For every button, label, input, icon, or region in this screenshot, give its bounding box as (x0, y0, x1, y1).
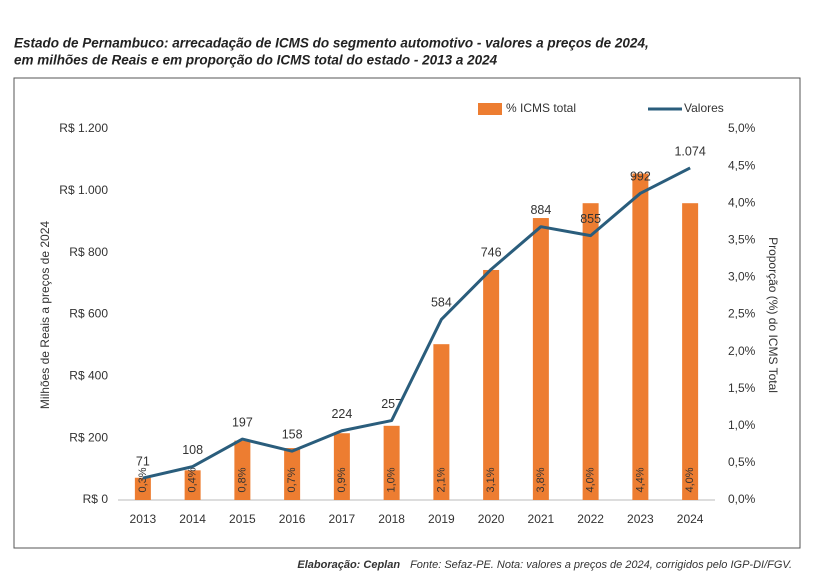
bar-value-label: 2,1% (435, 467, 447, 492)
line-value-label: 108 (182, 443, 203, 457)
line-value-label: 158 (282, 427, 303, 441)
y-axis-title: Milhões de Reais a preços de 2024 (38, 221, 52, 409)
y-tick-label: R$ 600 (69, 307, 108, 321)
bar (582, 203, 599, 500)
line-value-label: 992 (630, 170, 651, 184)
bar (284, 448, 301, 500)
x-tick-label: 2017 (329, 512, 356, 526)
y2-tick-label: 4,0% (728, 195, 756, 209)
line-value-label: 855 (580, 212, 601, 226)
line-value-label: 1.074 (674, 144, 705, 158)
line-value-label: 884 (530, 203, 551, 217)
legend-swatch (478, 103, 502, 115)
y2-axis-title: Proporção (%) do ICMS Total (766, 237, 780, 393)
x-tick-label: 2016 (279, 512, 306, 526)
x-tick-label: 2020 (478, 512, 505, 526)
y2-tick-label: 0,0% (728, 492, 756, 506)
bar-value-label: 4,0% (585, 467, 597, 492)
chart-frame (13, 77, 801, 549)
line (142, 166, 691, 480)
x-tick-label: 2018 (378, 512, 405, 526)
source: Fonte: Sefaz-PE. Nota: valores a preços … (410, 559, 792, 571)
y2-tick-label: 3,0% (728, 270, 756, 284)
bar-value-label: 4,0% (684, 467, 696, 492)
y2-tick-label: 4,5% (728, 158, 756, 172)
line-value-label: 746 (481, 246, 502, 260)
bar (433, 344, 450, 500)
chart-subtitle: em milhões de Reais e em proporção do IC… (14, 53, 498, 68)
bar (333, 433, 350, 500)
x-tick-label: 2021 (528, 512, 555, 526)
bar (632, 173, 649, 500)
bar (134, 477, 151, 500)
y-tick-label: R$ 400 (69, 369, 108, 383)
credit: Elaboração: Ceplan (297, 559, 400, 571)
y-tick-label: R$ 800 (69, 245, 108, 259)
x-tick-label: 2015 (229, 512, 256, 526)
y2-tick-label: 0,5% (728, 455, 756, 469)
bar (184, 470, 201, 500)
bar (682, 203, 699, 500)
y-tick-label: R$ 1.000 (59, 183, 108, 197)
bar (483, 269, 500, 500)
x-tick-label: 2022 (577, 512, 604, 526)
bar-value-label: 0,4% (187, 467, 199, 492)
bar-value-label: 0,7% (286, 467, 298, 492)
chart-title: Estado de Pernambuco: arrecadação de ICM… (14, 36, 649, 51)
y-tick-label: R$ 0 (83, 492, 109, 506)
bar (383, 425, 400, 500)
y2-tick-label: 1,0% (728, 418, 756, 432)
legend-label: % ICMS total (506, 101, 576, 115)
y2-tick-label: 5,0% (728, 121, 756, 135)
bar-value-label: 4,4% (634, 467, 646, 492)
line-value-label: 71 (136, 454, 150, 468)
y2-tick-label: 3,5% (728, 232, 756, 246)
x-tick-label: 2023 (627, 512, 654, 526)
bar (234, 440, 251, 500)
y-tick-label: R$ 200 (69, 430, 108, 444)
bar-value-label: 3,1% (485, 467, 497, 492)
bar-value-label: 1,0% (386, 467, 398, 492)
bar-value-label: 0,9% (336, 467, 348, 492)
line-value-label: 584 (431, 296, 452, 310)
legend-label: Valores (684, 101, 724, 115)
x-tick-label: 2019 (428, 512, 455, 526)
y2-tick-label: 2,5% (728, 307, 756, 321)
x-tick-label: 2014 (179, 512, 206, 526)
y-tick-label: R$ 1.200 (59, 121, 108, 135)
line-value-label: 197 (232, 415, 253, 429)
x-tick-label: 2024 (677, 512, 704, 526)
line-value-label: 224 (331, 407, 352, 421)
y2-tick-label: 1,5% (728, 381, 756, 395)
bar-value-label: 3,8% (535, 467, 547, 492)
y2-tick-label: 2,0% (728, 344, 756, 358)
bar-value-label: 0,3% (137, 467, 149, 492)
bar-value-label: 0,8% (236, 467, 248, 492)
bar (532, 218, 549, 501)
footnote: Elaboração: Ceplan Fonte: Sefaz-PE. Nota:… (297, 559, 792, 571)
x-tick-label: 2013 (130, 512, 157, 526)
